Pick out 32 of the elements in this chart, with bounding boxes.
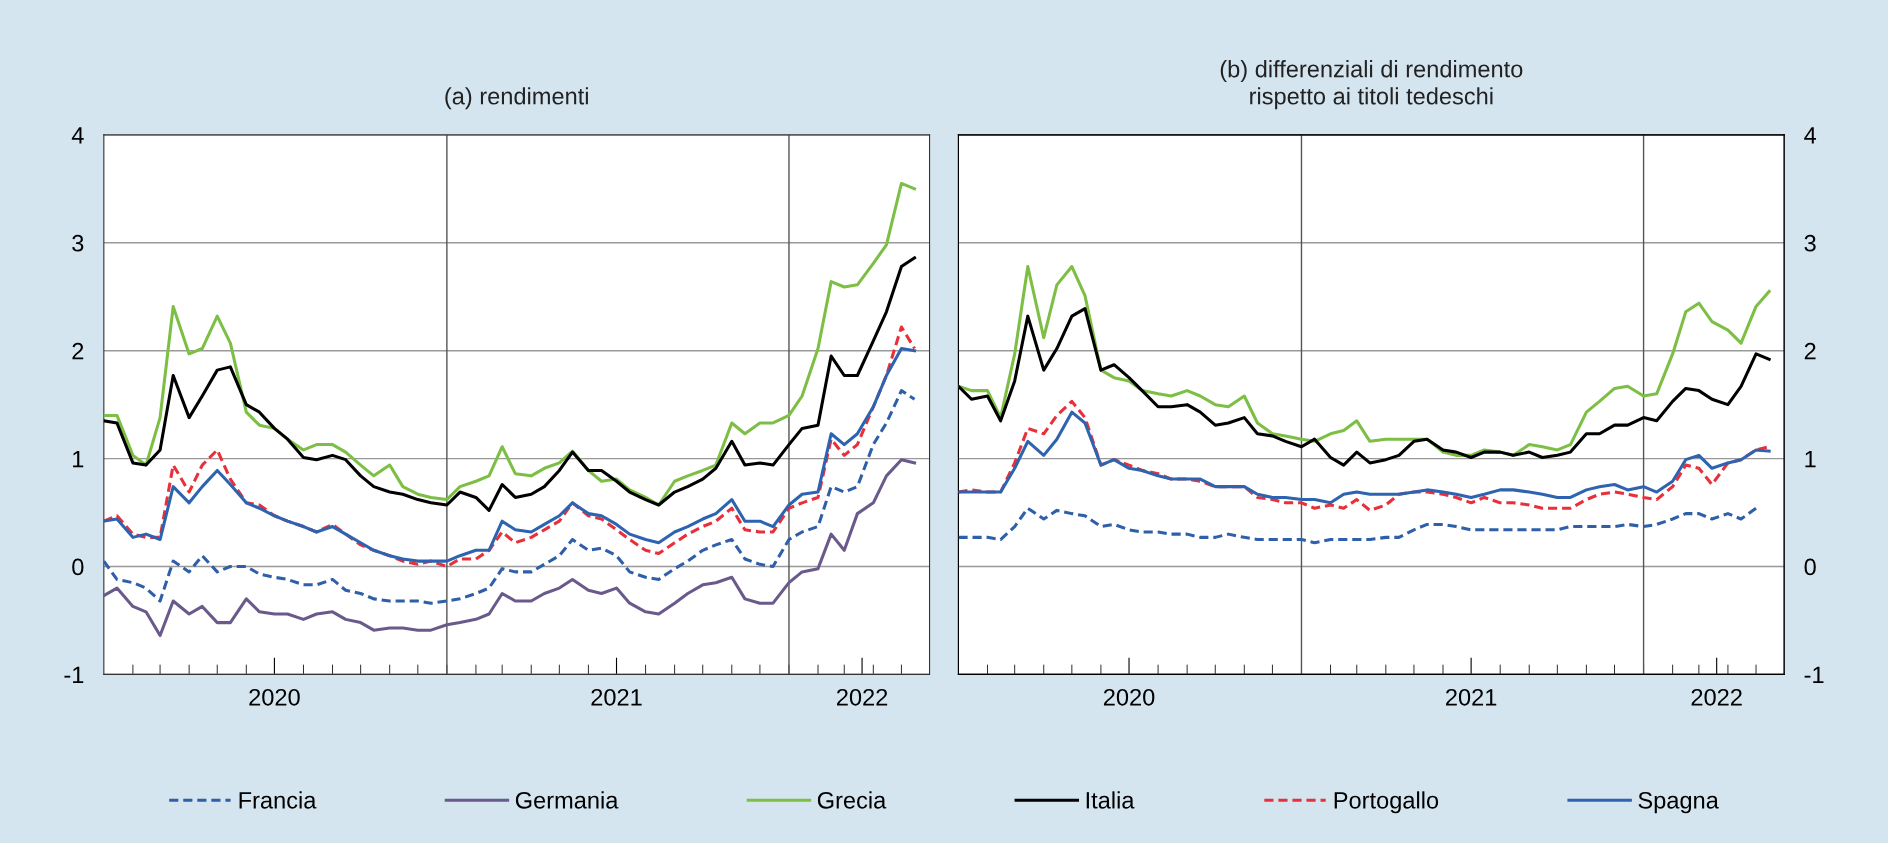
x-tick-label: 2022 [1691,688,1742,706]
legend-label: Germania [515,791,619,809]
y2-tick-label: -1 [1804,666,1824,683]
chart-title: (b) differenziali di rendimento rispetto ai titoli tedeschi [1220,60,1523,110]
y2-tick-label: 1 [1805,450,1816,468]
y-tick-label: 2 [72,342,84,360]
legend-label: Italia [1086,791,1135,809]
y-tick-label: -1 [64,666,84,683]
chart-title: (a) rendimenti [445,87,588,110]
line-series [958,506,1758,545]
legend-label: Spagna [1638,791,1719,814]
y-tick-label: 4 [71,127,84,144]
line-series [103,458,917,638]
x-tick-label: 2020 [1103,688,1155,706]
x-tick-label: 2020 [249,688,300,706]
line-series [103,389,917,605]
legend-label: Portogallo [1334,791,1439,814]
y-tick-label: 0 [72,558,84,576]
line-series [103,181,917,507]
line-series [958,410,1771,505]
legend-label: Francia [239,791,317,809]
x-tick-label: 2022 [837,688,888,706]
y-tick-label: 1 [73,450,84,468]
x-tick-label: 2021 [591,688,642,706]
y2-tick-label: 2 [1804,342,1816,360]
y2-tick-label: 0 [1804,558,1816,576]
x-tick-label: 2021 [1446,688,1497,706]
line-series [103,256,917,512]
y-tick-label: 3 [72,234,84,252]
y2-tick-label: 3 [1804,234,1816,252]
legend-label: Grecia [817,791,887,809]
y2-tick-label: 4 [1804,127,1817,144]
